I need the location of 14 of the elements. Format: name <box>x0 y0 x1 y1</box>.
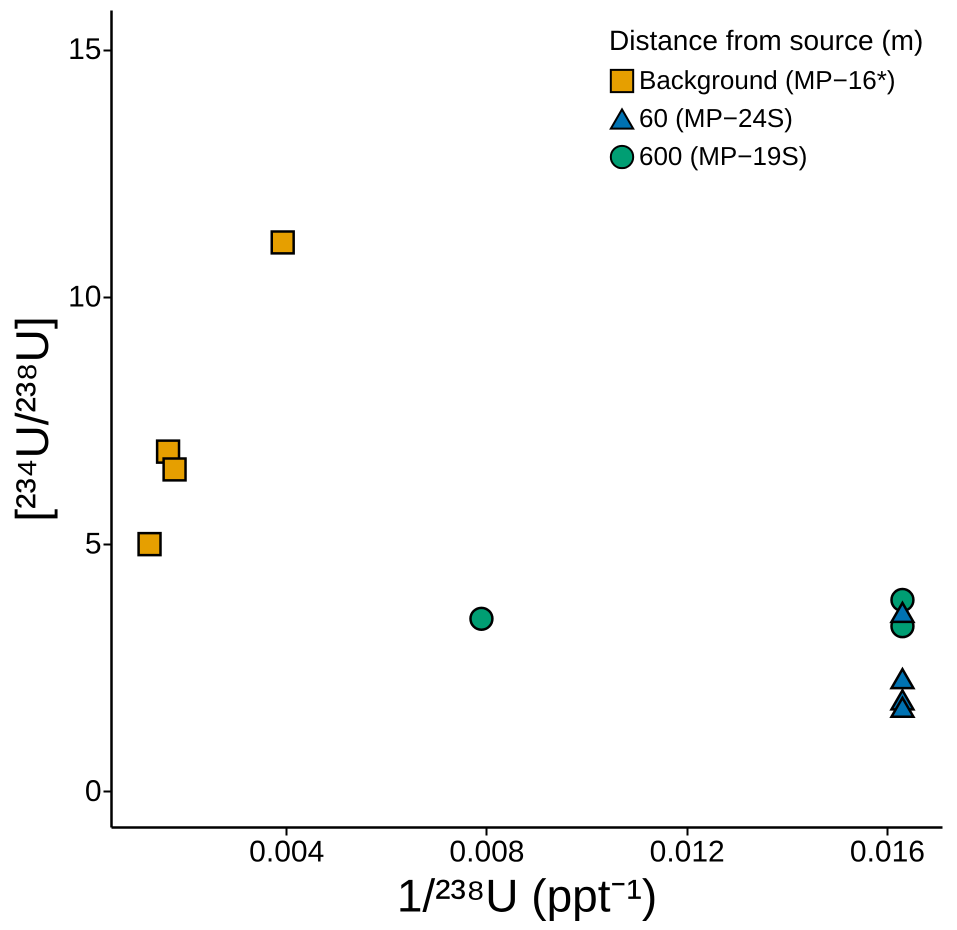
x-tick-label: 0.016 <box>850 836 925 868</box>
x-axis-title: 1/²³⁸U (ppt⁻¹) <box>396 870 658 922</box>
y-tick-label: 10 <box>68 280 102 314</box>
legend-label: Background (MP−16*) <box>639 65 896 95</box>
legend-label: 600 (MP−19S) <box>639 141 808 171</box>
legend-title: Distance from source (m) <box>609 25 924 56</box>
y-tick-label: 5 <box>84 528 102 561</box>
x-tick-label: 0.004 <box>249 836 324 868</box>
y-tick-label: 15 <box>68 33 102 66</box>
x-tick-label: 0.012 <box>650 836 725 868</box>
legend-label: 60 (MP−24S) <box>639 103 793 133</box>
y-tick-label: 0 <box>84 774 102 808</box>
x-tick-label: 0.008 <box>449 836 524 868</box>
y-axis-title: [²³⁴U/²³⁸U] <box>6 316 58 522</box>
